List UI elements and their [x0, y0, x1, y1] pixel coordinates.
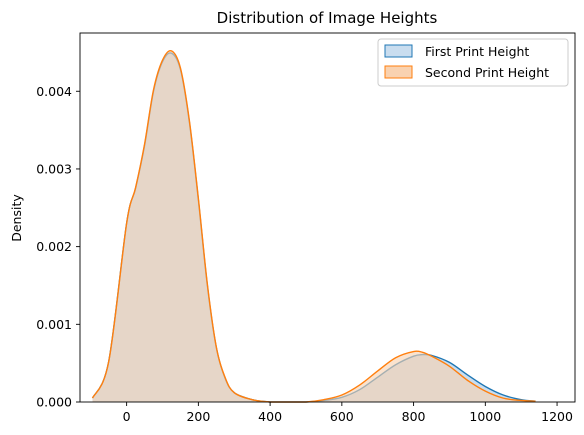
series-area-2: [92, 50, 536, 402]
series-layer: [91, 49, 536, 403]
legend-label-1: First Print Height: [425, 44, 529, 59]
x-tick-label: 200: [186, 409, 210, 424]
x-tick-label: 800: [402, 409, 426, 424]
y-tick-label: 0.000: [36, 395, 72, 410]
axes-layer: 0 200 400 600 800 1000 1200 0.000 0.001 0.002 0.00…: [36, 32, 576, 424]
y-tick-label: 0.002: [36, 239, 72, 254]
legend: First Print Height Second Print Height: [377, 38, 569, 87]
y-axis-title: Density: [9, 194, 24, 242]
legend-swatch-1: [384, 44, 413, 58]
chart-title: Distribution of Image Heights: [217, 9, 438, 27]
x-tick-label: 0: [123, 409, 131, 424]
x-tick-label: 400: [258, 409, 282, 424]
x-tick-label: 600: [330, 409, 354, 424]
legend-swatch-2: [384, 65, 413, 79]
x-tick-label: 1200: [541, 409, 573, 424]
y-tick-label: 0.001: [36, 317, 72, 332]
plot-frame: [79, 32, 576, 403]
legend-label-2: Second Print Height: [425, 65, 549, 80]
legend-box: [377, 38, 569, 87]
y-tick-label: 0.003: [36, 161, 72, 176]
y-tick-label: 0.004: [36, 84, 72, 99]
x-tick-label: 1000: [469, 409, 501, 424]
